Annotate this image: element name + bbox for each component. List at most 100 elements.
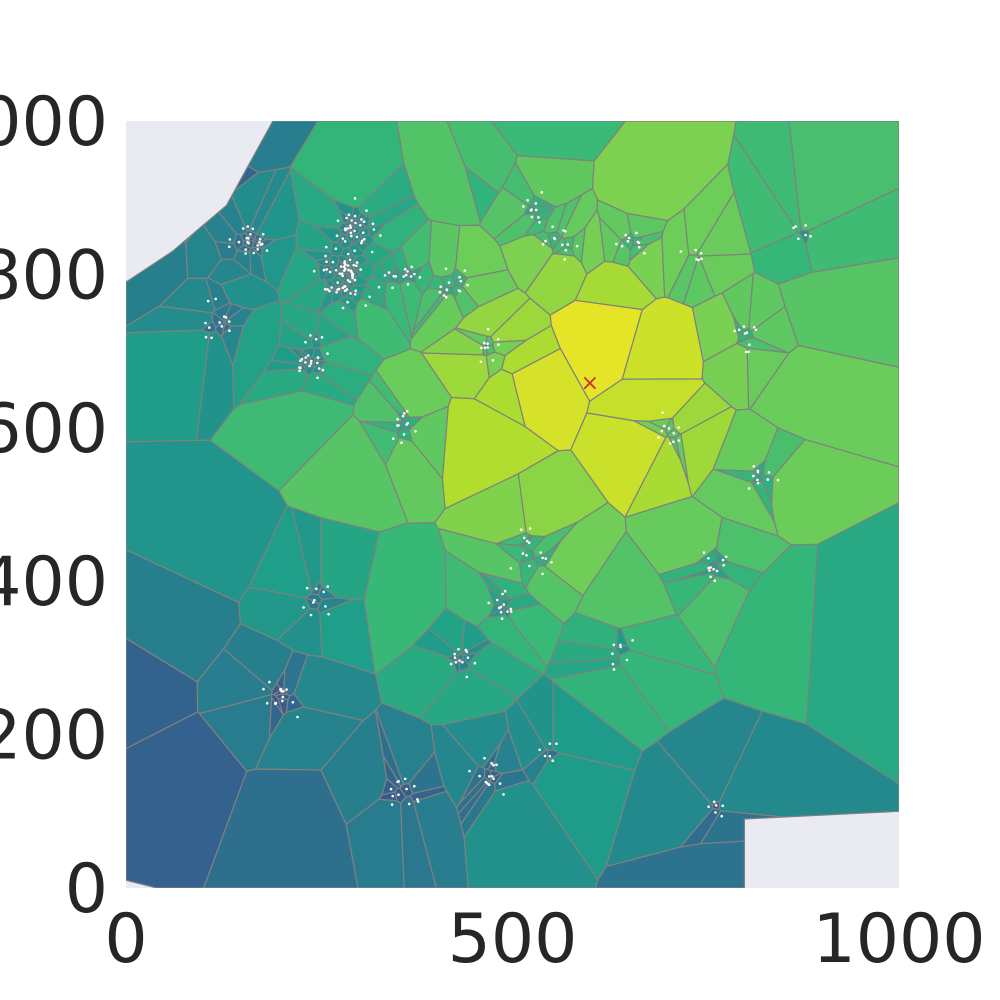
max-marker: × (581, 371, 599, 396)
y-tick-label: 400 (0, 543, 108, 622)
sample-point (362, 220, 366, 223)
voronoi-cell (691, 292, 740, 363)
sample-point (619, 643, 622, 647)
sample-point (756, 478, 759, 482)
sample-point (700, 257, 703, 261)
voronoi-cell (591, 121, 737, 222)
sample-point (619, 645, 622, 649)
sample-point (486, 346, 490, 349)
sample-point (694, 248, 697, 252)
sample-point (449, 662, 453, 666)
sample-point (497, 343, 500, 346)
sample-point (291, 701, 295, 704)
sample-point (315, 587, 318, 591)
sample-point (534, 202, 538, 205)
sample-point (316, 361, 319, 365)
voronoi-cell (677, 568, 714, 581)
sample-point (341, 237, 345, 240)
sample-point (331, 260, 335, 264)
sample-point (480, 346, 483, 350)
sample-point (612, 668, 616, 671)
sample-point (247, 237, 250, 240)
sample-points (204, 191, 812, 818)
sample-point (355, 235, 359, 239)
sample-point (636, 240, 640, 244)
sample-point (340, 272, 344, 276)
sample-point (744, 350, 748, 354)
sample-point (447, 281, 451, 284)
sample-point (309, 334, 312, 337)
sample-point (330, 286, 334, 289)
sample-point (722, 564, 725, 567)
sample-point (338, 272, 342, 276)
sample-point (792, 226, 795, 230)
sample-point (404, 273, 408, 277)
sample-point (502, 793, 505, 796)
sample-point (624, 233, 627, 237)
sample-point (495, 763, 498, 767)
sample-point (342, 265, 346, 269)
sample-point (487, 601, 491, 605)
sample-point (635, 231, 638, 235)
sample-point (360, 218, 363, 221)
sample-point (439, 285, 443, 289)
sample-point (499, 611, 503, 614)
sample-point (724, 555, 728, 559)
sample-point (526, 199, 529, 202)
sample-point (530, 215, 534, 219)
sample-point (407, 802, 411, 806)
sample-point (251, 227, 255, 230)
voronoi-cell (542, 202, 568, 234)
sample-point (733, 329, 736, 333)
sample-point (403, 777, 407, 781)
sample-point (643, 251, 646, 255)
sample-point (538, 748, 541, 752)
sample-point (256, 248, 260, 251)
sample-point (299, 366, 302, 370)
sample-point (677, 426, 680, 429)
sample-point (349, 292, 352, 295)
sample-point (354, 289, 358, 293)
sample-point (345, 216, 348, 220)
sample-point (359, 224, 362, 227)
sample-point (402, 433, 406, 436)
sample-point (403, 412, 406, 415)
sample-point (350, 234, 353, 238)
sample-point (551, 759, 554, 762)
sample-point (343, 284, 347, 288)
sample-point (483, 756, 486, 760)
sample-point (743, 332, 747, 335)
voronoi-cell (522, 535, 546, 551)
sample-point (555, 742, 558, 745)
x-tick-label: 1000 (812, 900, 985, 979)
sample-point (403, 267, 407, 271)
sample-point (346, 300, 349, 304)
sample-point (438, 290, 442, 294)
sample-point (204, 335, 208, 339)
sample-point (353, 197, 357, 200)
sample-point (343, 260, 347, 263)
sample-point (509, 610, 513, 613)
sample-point (466, 656, 470, 659)
sample-point (249, 233, 252, 236)
sample-point (483, 346, 487, 350)
sample-point (360, 241, 363, 245)
sample-point (206, 299, 210, 303)
sample-point (453, 656, 457, 659)
sample-point (453, 652, 456, 656)
sample-point (714, 811, 717, 814)
sample-point (364, 304, 368, 307)
sample-point (528, 564, 531, 568)
sample-point (325, 245, 328, 249)
voronoi-cell (399, 271, 408, 285)
sample-point (466, 283, 469, 287)
sample-point (677, 439, 681, 442)
sample-point (396, 418, 399, 421)
sample-point (413, 784, 416, 788)
sample-point (668, 442, 672, 445)
sample-point (349, 226, 353, 229)
sample-point (414, 430, 417, 433)
sample-point (747, 487, 751, 490)
sample-point (325, 268, 329, 271)
sample-point (502, 603, 506, 606)
